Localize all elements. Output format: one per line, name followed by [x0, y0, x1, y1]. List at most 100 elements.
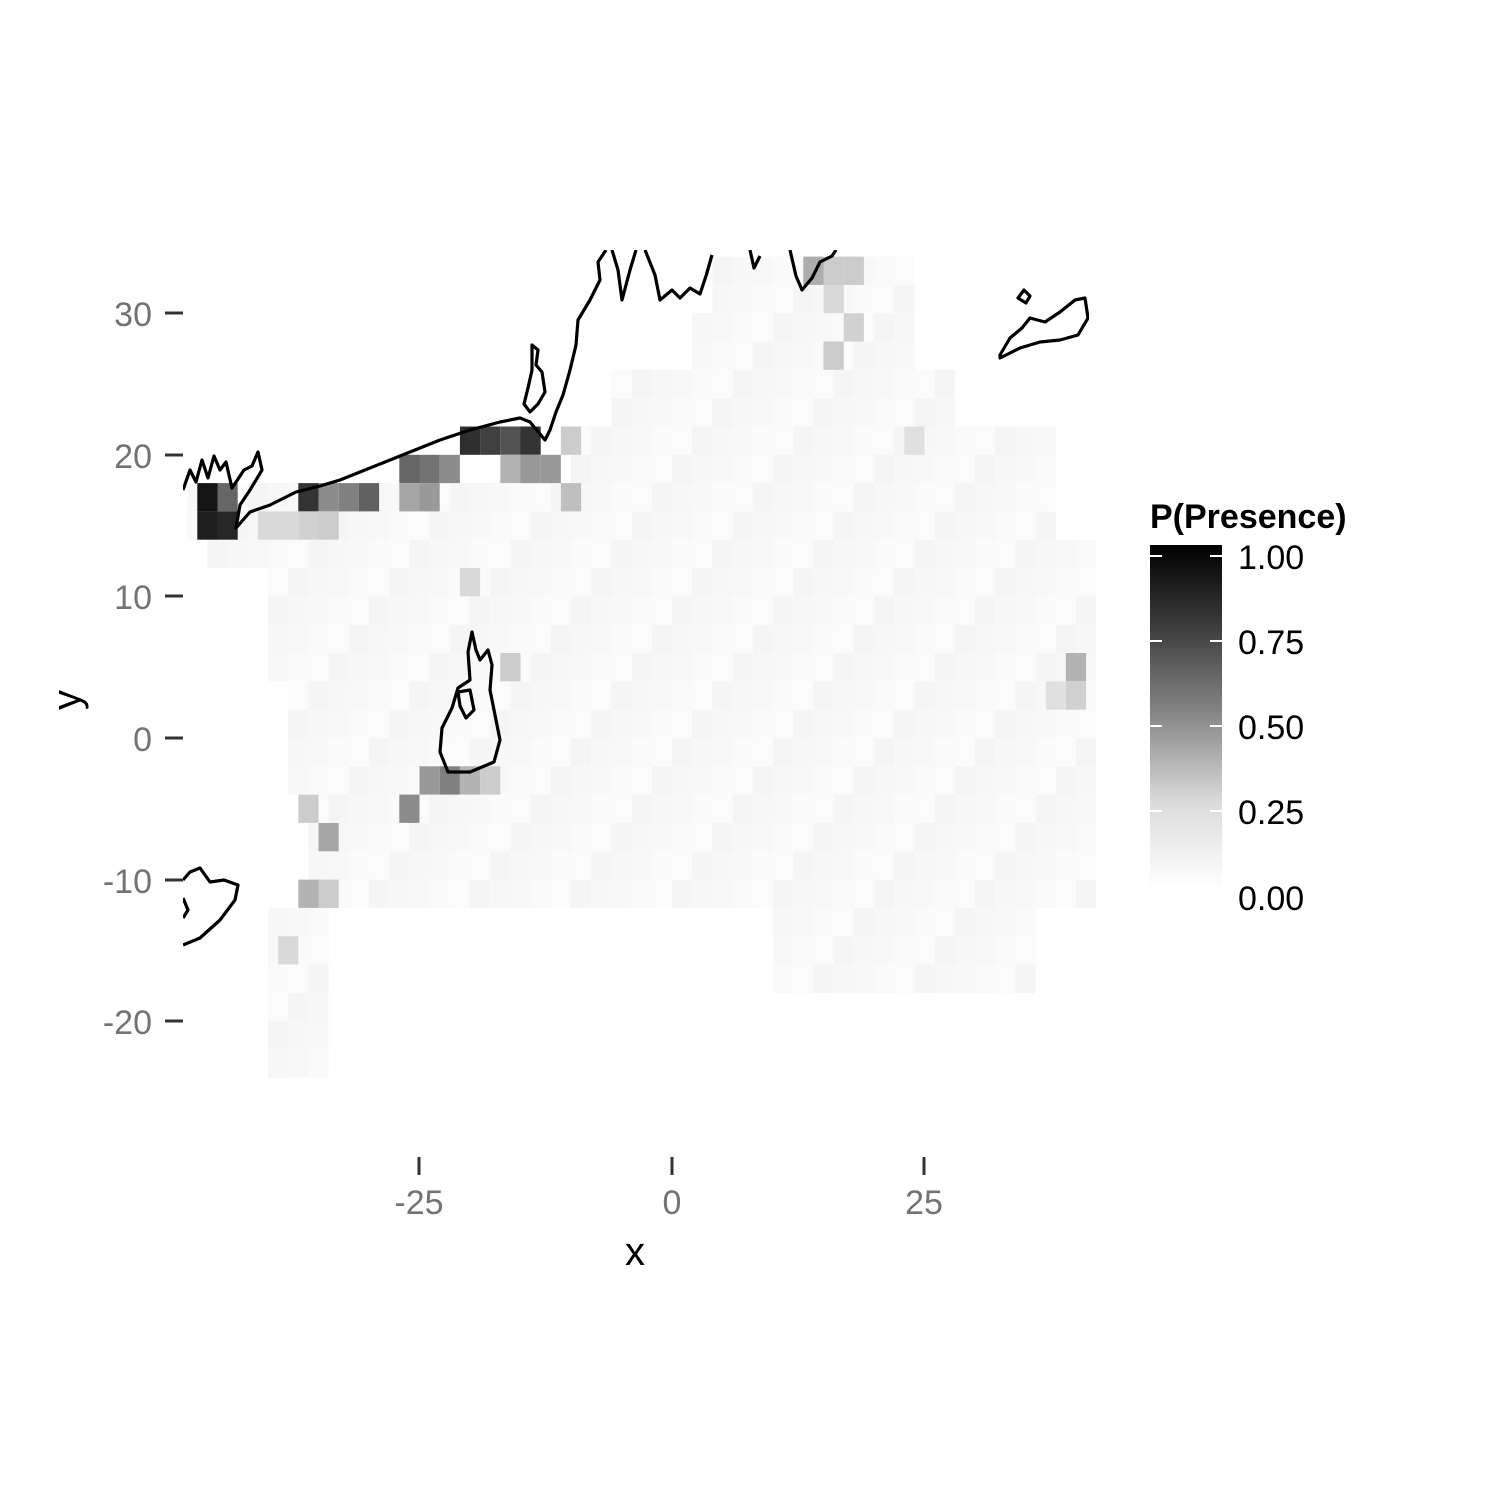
- heatmap-cell: [470, 483, 491, 512]
- heatmap-cell: [712, 596, 733, 625]
- heatmap-cell: [1065, 653, 1087, 682]
- heatmap-cell: [934, 936, 955, 965]
- heatmap-cell: [773, 426, 794, 455]
- heatmap-cell: [571, 709, 592, 738]
- heatmap-cell: [1035, 766, 1056, 795]
- legend-label: 1.00: [1238, 539, 1304, 577]
- heatmap-cell: [449, 511, 470, 540]
- heatmap-cell: [712, 879, 733, 908]
- heatmap-cell: [975, 879, 996, 908]
- heatmap-cell: [712, 794, 733, 823]
- heatmap-cell: [853, 879, 874, 908]
- heatmap-cell: [853, 823, 874, 852]
- heatmap-cell: [530, 653, 551, 682]
- heatmap-cell: [793, 964, 814, 993]
- heatmap-cells: [187, 256, 1097, 1078]
- heatmap-cell: [954, 653, 975, 682]
- heatmap-cell: [813, 369, 834, 399]
- heatmap-cell: [793, 539, 814, 569]
- heatmap-cell: [732, 539, 753, 569]
- heatmap-cell: [874, 568, 895, 597]
- heatmap-cell: [934, 879, 955, 908]
- heatmap-cell: [853, 709, 874, 738]
- heatmap-cell: [894, 624, 915, 653]
- heatmap-cell: [268, 964, 289, 993]
- heatmap-cell: [1015, 681, 1036, 710]
- heatmap-cell: [268, 992, 289, 1022]
- heatmap-cell: [914, 794, 935, 823]
- heatmap-cell: [995, 823, 1016, 852]
- heatmap-cell: [1015, 483, 1036, 512]
- heatmap-cell: [752, 766, 773, 795]
- heatmap-cell: [752, 681, 773, 710]
- heatmap-cell: [409, 596, 430, 625]
- heatmap-cell: [793, 568, 814, 597]
- heatmap-cell: [833, 851, 854, 880]
- heatmap-cell: [894, 596, 915, 625]
- heatmap-cell: [1076, 823, 1097, 852]
- heatmap-cell: [692, 568, 713, 597]
- heatmap-cell: [389, 738, 410, 767]
- heatmap-cell: [894, 341, 915, 370]
- heatmap-cell: [389, 851, 410, 880]
- heatmap-cell: [510, 794, 531, 823]
- heatmap-cell: [591, 568, 612, 597]
- heatmap-cell: [995, 907, 1016, 937]
- heatmap-cell: [934, 624, 955, 653]
- heatmap-cell: [752, 426, 773, 455]
- heatmap-cell: [732, 596, 753, 625]
- heatmap-cell: [752, 653, 773, 682]
- heatmap-cell: [732, 426, 753, 455]
- heatmap-cell: [914, 483, 935, 512]
- heatmap-cell: [631, 454, 652, 484]
- heatmap-cell: [651, 511, 672, 540]
- island-northeast: [998, 296, 1089, 360]
- heatmap-cell: [611, 483, 632, 512]
- heatmap-cell: [914, 596, 935, 625]
- heatmap-cell: [631, 539, 652, 569]
- heatmap-cell: [631, 568, 652, 597]
- heatmap-cell: [692, 851, 713, 880]
- heatmap-cell: [308, 539, 329, 569]
- heatmap-cell: [389, 624, 410, 653]
- heatmap-cell: [874, 851, 895, 880]
- heatmap-cell: [611, 851, 632, 880]
- heatmap-cell: [348, 709, 369, 738]
- heatmap-cell: [308, 624, 329, 653]
- heatmap-cell: [298, 511, 319, 540]
- heatmap-cell: [1076, 738, 1097, 767]
- heatmap-cell: [530, 539, 551, 569]
- heatmap-cell: [954, 851, 975, 880]
- heatmap-cell: [389, 653, 410, 682]
- heatmap-cell: [1035, 483, 1056, 512]
- heatmap-cell: [672, 539, 693, 569]
- heatmap-cell: [813, 653, 834, 682]
- heatmap-cell: [611, 369, 632, 399]
- heatmap-cell: [550, 568, 571, 597]
- heatmap-cell: [833, 794, 854, 823]
- heatmap-cell: [874, 483, 895, 512]
- heatmap-cell: [813, 568, 834, 597]
- heatmap-cell: [550, 624, 571, 653]
- heatmap-cell: [268, 568, 289, 597]
- heatmap-cell: [752, 823, 773, 852]
- heatmap-cell: [672, 879, 693, 908]
- heatmap-cell: [631, 596, 652, 625]
- heatmap-cell: [1055, 823, 1076, 852]
- heatmap-cell: [732, 851, 753, 880]
- heatmap-cell: [975, 964, 996, 993]
- heatmap-cell: [914, 454, 935, 484]
- heatmap-cell: [712, 681, 733, 710]
- y-tick-label: 20: [114, 438, 152, 476]
- heatmap-cell: [470, 511, 491, 540]
- heatmap-cell: [712, 369, 733, 399]
- heatmap-cell: [934, 568, 955, 597]
- heatmap-cell: [500, 653, 521, 682]
- coastline-north-fjords: [610, 250, 838, 302]
- heatmap-cell: [995, 511, 1016, 540]
- heatmap-cell: [369, 709, 390, 738]
- heatmap-cell: [419, 483, 440, 512]
- heatmap-cell: [571, 794, 592, 823]
- heatmap-cell: [954, 454, 975, 484]
- heatmap-cell: [995, 851, 1016, 880]
